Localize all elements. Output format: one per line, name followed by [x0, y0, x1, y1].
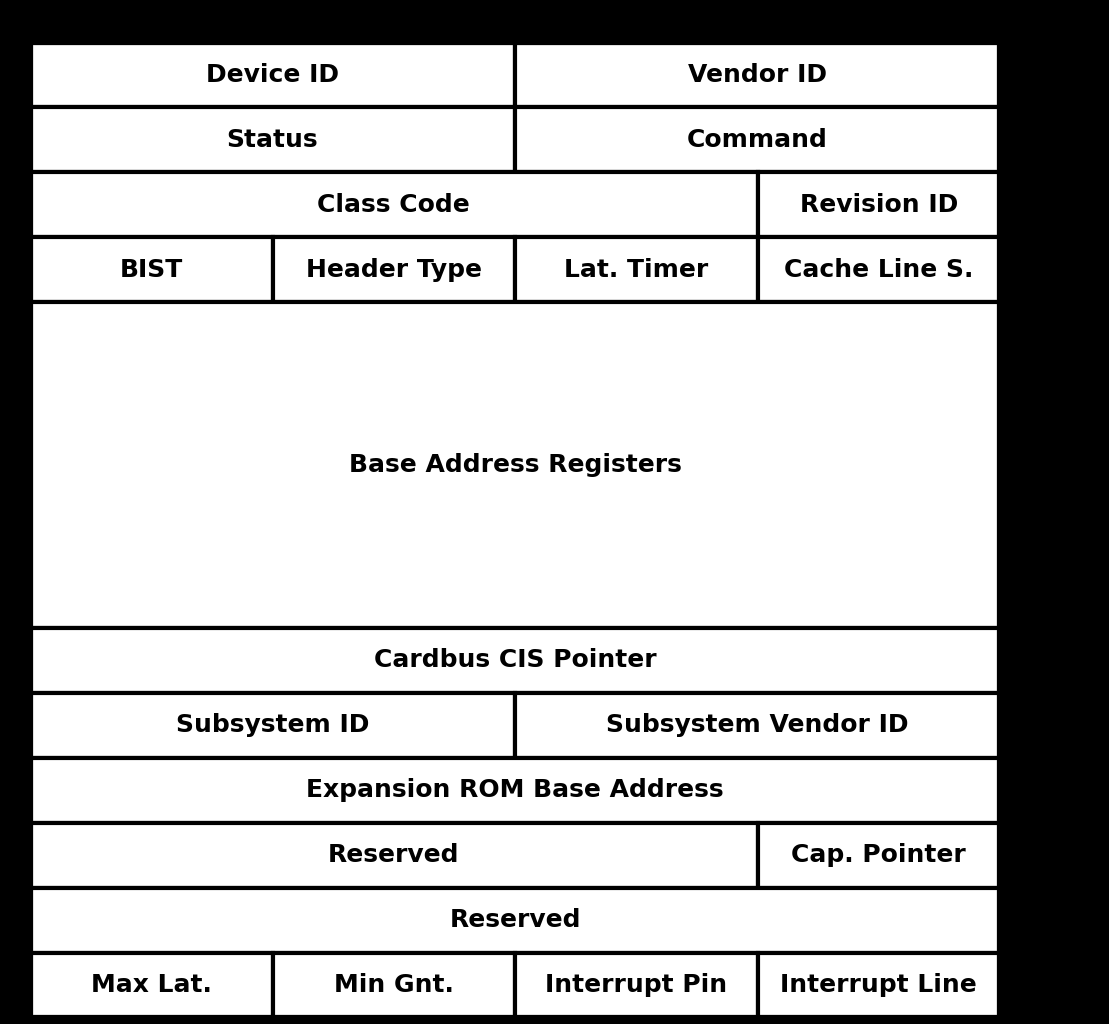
Text: Expansion ROM Base Address: Expansion ROM Base Address — [306, 778, 724, 802]
Text: Lat. Timer: Lat. Timer — [564, 258, 709, 282]
Text: Min Gnt.: Min Gnt. — [334, 974, 454, 997]
Bar — [515, 238, 757, 302]
Bar — [30, 42, 1000, 1018]
Bar — [30, 692, 515, 758]
Bar — [273, 953, 515, 1018]
Bar — [30, 238, 273, 302]
Bar — [30, 172, 757, 238]
Text: Base Address Registers: Base Address Registers — [348, 453, 681, 477]
Text: Class Code: Class Code — [317, 193, 470, 217]
Text: Command: Command — [688, 128, 828, 152]
Bar — [757, 238, 1000, 302]
Bar — [30, 42, 515, 108]
Text: Status: Status — [226, 128, 318, 152]
Bar — [30, 758, 1000, 823]
Bar — [515, 692, 1000, 758]
Text: Subsystem ID: Subsystem ID — [176, 713, 369, 737]
Text: Cap. Pointer: Cap. Pointer — [792, 844, 966, 867]
Bar — [30, 953, 273, 1018]
Text: Header Type: Header Type — [306, 258, 481, 282]
Bar — [30, 108, 515, 172]
Text: Cache Line S.: Cache Line S. — [784, 258, 974, 282]
Bar — [30, 888, 1000, 953]
Bar — [30, 302, 1000, 628]
Bar — [515, 953, 757, 1018]
Bar — [30, 823, 757, 888]
Text: Interrupt Pin: Interrupt Pin — [546, 974, 728, 997]
Bar — [757, 172, 1000, 238]
Text: Device ID: Device ID — [206, 62, 339, 87]
Text: Vendor ID: Vendor ID — [688, 62, 827, 87]
Text: Max Lat.: Max Lat. — [91, 974, 212, 997]
Bar — [515, 42, 1000, 108]
Bar — [515, 108, 1000, 172]
Text: Interrupt Line: Interrupt Line — [781, 974, 977, 997]
Bar — [757, 823, 1000, 888]
Text: Subsystem Vendor ID: Subsystem Vendor ID — [607, 713, 908, 737]
Text: Revision ID: Revision ID — [800, 193, 958, 217]
Text: Reserved: Reserved — [449, 908, 581, 933]
Text: BIST: BIST — [120, 258, 183, 282]
Bar — [273, 238, 515, 302]
Bar — [30, 628, 1000, 692]
Bar — [757, 953, 1000, 1018]
Text: Reserved: Reserved — [328, 844, 459, 867]
Text: Cardbus CIS Pointer: Cardbus CIS Pointer — [374, 648, 657, 672]
